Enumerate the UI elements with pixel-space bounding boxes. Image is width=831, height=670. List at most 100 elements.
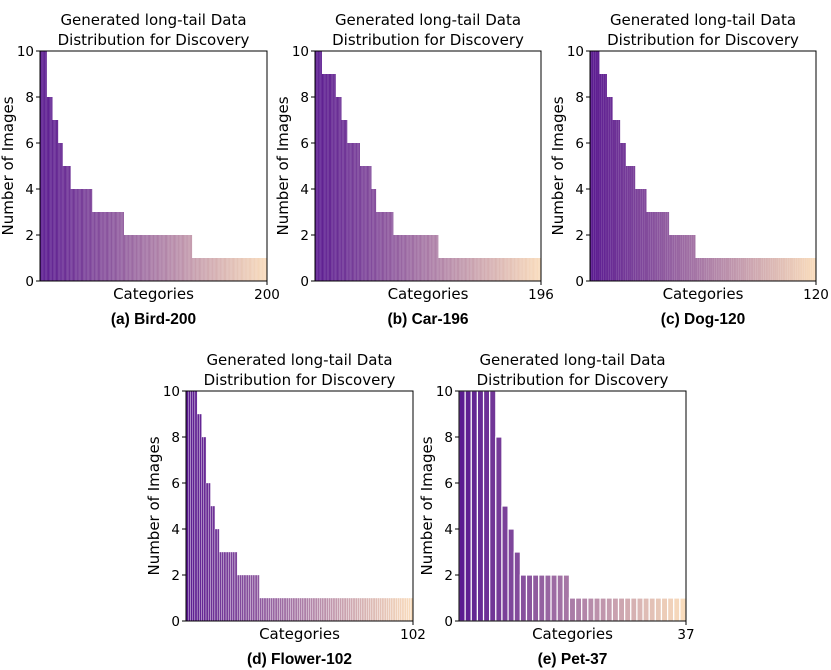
bar xyxy=(381,212,384,281)
bar xyxy=(69,166,71,281)
bar xyxy=(409,235,411,281)
bar xyxy=(695,258,698,281)
axes-frame xyxy=(458,390,687,622)
bar xyxy=(219,258,221,281)
bar xyxy=(799,258,801,281)
bar xyxy=(163,235,165,281)
bar xyxy=(491,258,493,281)
bar xyxy=(231,258,233,281)
bar xyxy=(176,235,178,281)
bar xyxy=(123,235,126,281)
bar xyxy=(517,258,520,281)
bar xyxy=(327,74,329,281)
bar xyxy=(252,574,256,622)
bar xyxy=(368,597,371,622)
bar xyxy=(358,143,360,281)
bar xyxy=(635,189,638,281)
bar xyxy=(323,74,325,281)
bar xyxy=(772,258,775,281)
bar xyxy=(148,235,151,281)
bar xyxy=(759,258,762,281)
bar xyxy=(377,597,380,622)
bar xyxy=(81,189,84,281)
axes-frame xyxy=(589,50,817,282)
bar xyxy=(544,574,552,622)
bar xyxy=(483,258,485,281)
bar xyxy=(70,189,72,281)
bar xyxy=(188,390,191,622)
bar xyxy=(127,235,129,281)
y-tick-label: 10 xyxy=(436,384,453,400)
bar xyxy=(66,166,68,281)
y-tick-label: 6 xyxy=(575,136,584,152)
bar xyxy=(640,189,643,281)
bar xyxy=(236,258,238,281)
bar xyxy=(181,235,184,281)
bar xyxy=(344,120,347,281)
bar xyxy=(665,212,668,281)
bar xyxy=(62,166,64,281)
bar xyxy=(484,258,486,281)
bar xyxy=(755,258,758,281)
bar xyxy=(538,258,540,281)
bar xyxy=(436,235,438,281)
y-tick-label: 8 xyxy=(171,430,180,446)
bar xyxy=(395,597,398,622)
bar xyxy=(242,258,244,281)
bar xyxy=(729,258,732,281)
bar xyxy=(225,258,227,281)
bar xyxy=(222,258,224,281)
bar xyxy=(218,258,220,281)
bar xyxy=(279,597,282,622)
bar xyxy=(489,258,491,281)
bar xyxy=(161,235,163,281)
bar xyxy=(633,166,636,281)
bar xyxy=(185,235,187,281)
bar xyxy=(338,97,340,281)
bar xyxy=(208,482,211,622)
bar xyxy=(335,97,337,281)
y-tick-label: 6 xyxy=(25,136,34,152)
bar xyxy=(464,390,472,622)
bar xyxy=(802,258,805,281)
bar xyxy=(504,258,506,281)
bar xyxy=(686,235,688,281)
bar xyxy=(108,212,110,281)
bar xyxy=(362,166,364,281)
bar xyxy=(160,235,162,281)
bar xyxy=(765,258,768,281)
bar xyxy=(209,258,211,281)
bar xyxy=(77,189,79,281)
bar xyxy=(325,74,327,281)
bar xyxy=(408,235,410,281)
bar xyxy=(319,597,322,622)
panel-caption: (c) Dog-120 xyxy=(661,311,745,328)
bar xyxy=(453,258,455,281)
bar xyxy=(432,235,434,281)
bar xyxy=(521,258,523,281)
bar xyxy=(774,258,777,281)
bar xyxy=(470,390,479,622)
bar xyxy=(102,212,104,281)
bar xyxy=(455,258,457,281)
bar xyxy=(308,597,311,622)
bar xyxy=(459,258,461,281)
bar xyxy=(205,482,209,622)
y-tick-label: 0 xyxy=(444,614,453,630)
bar xyxy=(58,143,60,281)
y-tick-label: 10 xyxy=(292,44,309,60)
bar xyxy=(399,235,401,281)
bar xyxy=(611,597,620,622)
bar xyxy=(462,258,464,281)
bar xyxy=(605,597,613,622)
bar xyxy=(186,235,188,281)
bar xyxy=(368,166,370,281)
bar xyxy=(138,235,140,281)
bar xyxy=(264,258,266,281)
bar xyxy=(104,212,106,281)
bar xyxy=(768,258,771,281)
bar xyxy=(215,258,218,281)
bar xyxy=(265,258,267,281)
bar xyxy=(684,235,687,281)
bar xyxy=(135,235,137,281)
